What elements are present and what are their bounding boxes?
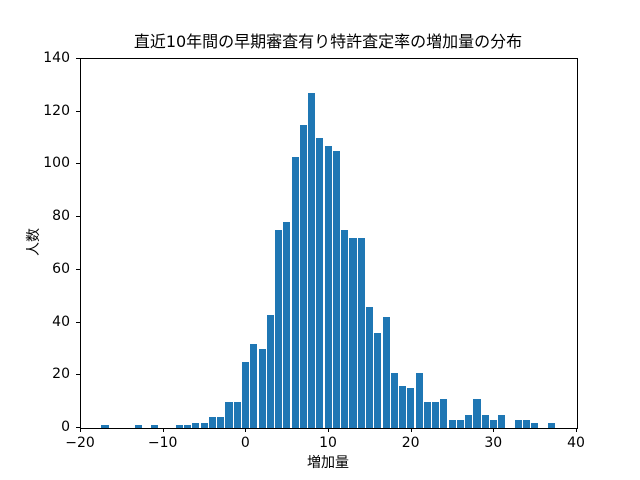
histogram-bar	[481, 414, 489, 428]
y-tick-label: 20	[52, 366, 70, 383]
histogram-bar	[332, 151, 340, 428]
x-tick-mark	[493, 428, 495, 432]
histogram-bar	[291, 156, 299, 428]
histogram-bar	[349, 238, 357, 428]
histogram-bar	[184, 425, 192, 428]
histogram-bar	[299, 124, 307, 428]
histogram-bar	[365, 306, 374, 428]
y-tick-label: 40	[52, 313, 70, 330]
y-tick-mark	[76, 110, 80, 112]
histogram-bar	[465, 414, 473, 428]
histogram-bar	[217, 417, 225, 428]
histogram-bar	[101, 425, 109, 428]
histogram-bar	[266, 314, 274, 428]
x-tick-label: 30	[484, 435, 503, 451]
histogram-bar	[498, 414, 506, 428]
histogram-bar	[134, 425, 142, 428]
x-tick-mark	[576, 428, 577, 432]
histogram-bar	[423, 401, 431, 428]
histogram-bar	[225, 401, 233, 428]
x-tick-label: −20	[65, 435, 95, 451]
histogram-bar	[407, 388, 415, 428]
x-tick-mark	[410, 428, 412, 432]
histogram-bar	[473, 399, 481, 428]
y-axis-label: 人数	[26, 228, 42, 256]
histogram-bar	[523, 420, 531, 428]
chart-title: 直近10年間の早期審査有り特許査定率の増加量の分布	[133, 32, 523, 51]
histogram-bar	[448, 420, 456, 428]
histogram-bar	[357, 238, 365, 428]
histogram-bar	[324, 145, 332, 428]
histogram-bar	[151, 425, 159, 428]
histogram-bar	[374, 333, 382, 428]
histogram-bar	[241, 362, 250, 428]
histogram-bar	[175, 425, 183, 428]
histogram-bar	[489, 420, 498, 428]
y-tick-label: 100	[43, 155, 70, 172]
x-tick-mark	[80, 428, 81, 432]
y-tick-mark	[76, 268, 80, 270]
x-tick-label: 20	[401, 435, 420, 451]
histogram-bar	[316, 138, 324, 428]
y-tick-mark	[76, 321, 80, 323]
y-tick-label: 120	[43, 102, 70, 119]
histogram-bar	[341, 230, 349, 428]
y-tick-label: 60	[52, 260, 70, 277]
y-tick-label: 140	[43, 50, 70, 66]
y-tick-label: 0	[61, 419, 70, 435]
plot-area	[80, 58, 578, 429]
histogram-bar	[233, 401, 241, 428]
histogram-bar	[432, 401, 440, 428]
histogram-bar	[308, 93, 316, 428]
x-tick-label: 0	[240, 435, 250, 451]
y-tick-mark	[76, 374, 80, 376]
histogram-bar	[283, 222, 291, 428]
x-tick-label: −10	[147, 435, 178, 451]
histogram-bar	[531, 422, 539, 428]
histogram-bar	[258, 348, 266, 428]
x-tick-label: 10	[319, 435, 337, 451]
y-tick-mark	[76, 163, 80, 165]
histogram-bar	[382, 317, 390, 428]
x-tick-label: 40	[567, 435, 585, 451]
histogram-bar	[399, 385, 407, 428]
histogram-bar	[250, 343, 258, 428]
histogram-bar	[390, 372, 398, 428]
x-axis-label: 増加量	[307, 455, 349, 471]
histogram-bar	[514, 420, 522, 428]
histogram-bar	[415, 372, 423, 428]
y-tick-mark	[76, 216, 80, 218]
x-tick-mark	[162, 428, 164, 432]
histogram-bar	[440, 399, 448, 428]
y-tick-mark	[76, 58, 80, 59]
x-tick-mark	[328, 428, 329, 432]
histogram-bar	[275, 230, 283, 428]
histogram-bar	[192, 422, 200, 428]
histogram-bar	[547, 422, 555, 428]
x-tick-mark	[245, 428, 247, 432]
histogram-bar	[456, 420, 464, 428]
histogram-bar	[200, 422, 208, 428]
y-tick-label: 80	[52, 208, 70, 225]
histogram-bar	[208, 417, 216, 428]
y-tick-mark	[76, 427, 80, 428]
